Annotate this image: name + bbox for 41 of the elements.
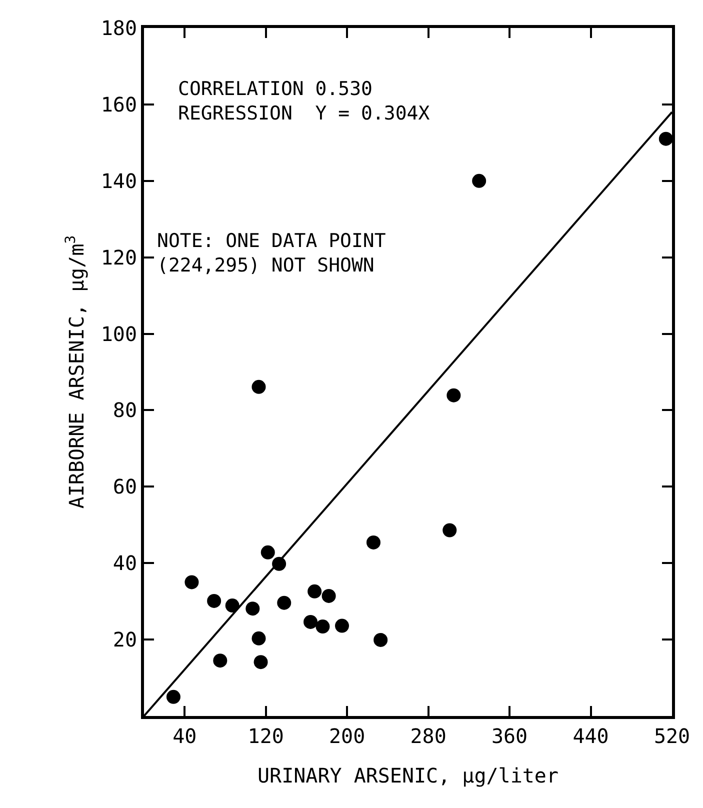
x-axis-title: URINARY ARSENIC, µg/liter — [257, 764, 559, 788]
y-tick-label: 100 — [100, 322, 137, 346]
point — [304, 614, 318, 629]
y-tick-label: 40 — [112, 551, 137, 576]
x-tick-label: 520 — [654, 724, 690, 748]
point — [184, 575, 199, 590]
x-tick-label: 40 — [172, 724, 197, 748]
x-tick-label: 200 — [329, 724, 366, 748]
point — [335, 618, 349, 633]
point — [322, 588, 336, 603]
x-tick-label: 440 — [572, 724, 609, 748]
point — [225, 598, 240, 613]
point — [446, 388, 461, 402]
point — [166, 690, 180, 704]
y-tick-label: 60 — [112, 474, 137, 499]
y-tick-label: 20 — [112, 628, 137, 652]
point — [366, 535, 380, 550]
point — [246, 602, 260, 616]
point — [252, 380, 266, 394]
point — [442, 523, 457, 538]
point — [374, 632, 388, 647]
point — [658, 132, 672, 146]
point — [316, 620, 330, 634]
point — [277, 596, 292, 610]
point — [207, 594, 222, 608]
y-tick-label: 120 — [100, 245, 137, 270]
point — [308, 584, 322, 598]
point — [213, 654, 228, 668]
point — [472, 174, 486, 188]
point — [254, 655, 268, 670]
annotation: NOTE: ONE DATA POINT (224,295) NOT SHOWN — [157, 230, 386, 277]
point — [252, 631, 266, 646]
y-tick-label: 160 — [100, 92, 137, 116]
annotation: CORRELATION 0.530 REGRESSION Y = 0.304X — [178, 78, 430, 125]
y-tick-label: 140 — [100, 168, 137, 193]
y-tick-label: 80 — [112, 398, 137, 422]
x-tick-label: 280 — [410, 724, 446, 748]
point — [260, 545, 275, 560]
x-tick-label: 120 — [248, 724, 284, 748]
y-tick-label: 180 — [100, 16, 137, 40]
x-tick-label: 360 — [491, 724, 528, 748]
